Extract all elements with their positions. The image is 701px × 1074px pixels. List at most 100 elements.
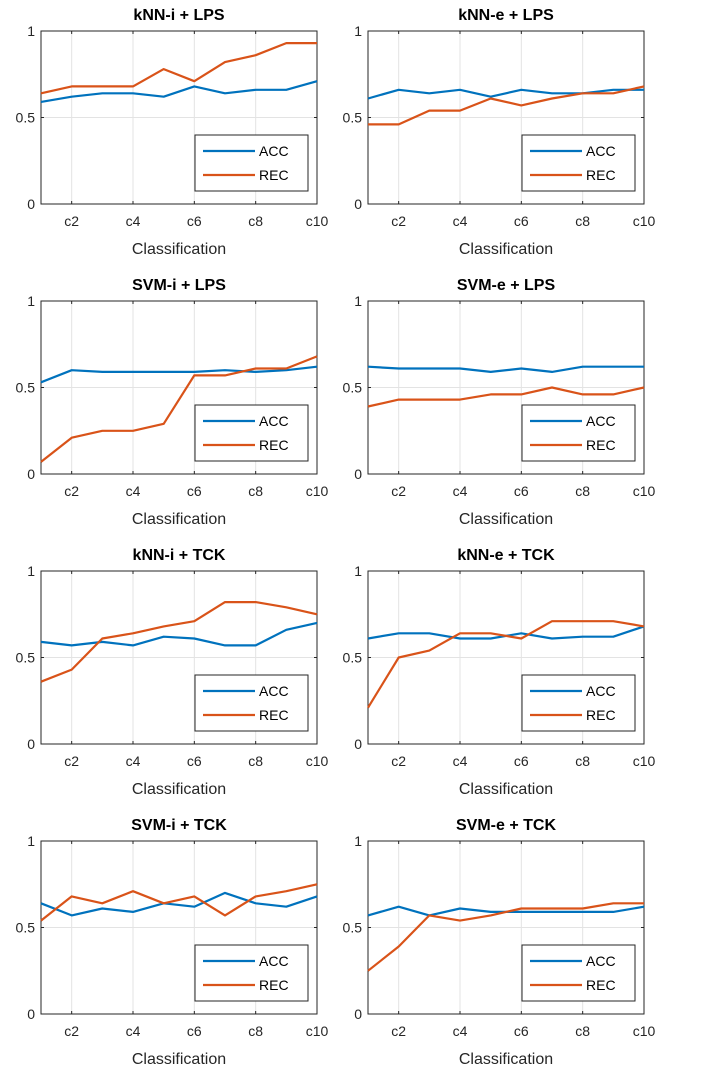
chart-title: kNN-i + LPS: [133, 7, 224, 24]
x-tick-label: c6: [514, 753, 529, 769]
x-tick-label: c6: [514, 213, 529, 229]
legend-label: REC: [259, 707, 289, 723]
series-line-rec: [40, 883, 318, 922]
y-tick-label: 0: [354, 196, 362, 212]
legend-label: ACC: [259, 413, 289, 429]
legend-box: [194, 674, 309, 732]
legend-label: REC: [259, 167, 289, 183]
x-tick-label: c2: [391, 483, 406, 499]
x-tick-label: c10: [633, 753, 656, 769]
y-tick-label: 0.5: [16, 650, 36, 666]
x-tick-label: c10: [306, 483, 329, 499]
legend-label: REC: [259, 437, 289, 453]
chart-panel: c2 c4 c6 c8 c10 0 0.5 1 kNN-i + TCK Classificatio…: [16, 547, 329, 798]
chart-panel: c2 c4 c6 c8 c10 0 0.5 1 kNN-e + TCK Classificatio…: [343, 547, 656, 798]
x-tick-label: c2: [64, 483, 79, 499]
series-line-rec: [368, 85, 645, 126]
x-tick-label: c8: [248, 213, 263, 229]
y-tick-label: 0.5: [343, 650, 363, 666]
series-line-acc: [40, 365, 318, 384]
chart-title: SVM-i + TCK: [131, 817, 227, 834]
x-tick-label: c4: [126, 1023, 141, 1039]
x-tick-label: c6: [187, 1023, 202, 1039]
chart-panel: c2 c4 c6 c8 c10 0 0.5 1 SVM-e + TCK Classificatio…: [343, 817, 656, 1068]
y-tick-label: 1: [27, 293, 35, 309]
legend-label: REC: [586, 707, 616, 723]
legend-box: [194, 134, 309, 192]
legend: ACC REC: [521, 404, 636, 462]
legend: ACC REC: [194, 404, 309, 462]
x-tick-label: c8: [575, 483, 590, 499]
x-tick-label: c10: [633, 483, 656, 499]
legend: ACC REC: [521, 674, 636, 732]
x-tick-label: c4: [453, 483, 468, 499]
y-tick-label: 0.5: [16, 920, 36, 936]
chart-panel: c2 c4 c6 c8 c10 0 0.5 1 SVM-i + LPS Classificatio…: [16, 277, 329, 528]
x-tick-label: c4: [126, 483, 141, 499]
legend: ACC REC: [521, 944, 636, 1002]
y-tick-label: 1: [354, 833, 362, 849]
x-tick-label: c2: [391, 753, 406, 769]
chart-panel: c2 c4 c6 c8 c10 0 0.5 1 SVM-e + LPS Classificatio…: [343, 277, 656, 528]
legend-label: ACC: [586, 953, 616, 969]
x-tick-label: c2: [64, 1023, 79, 1039]
x-tick-label: c6: [514, 483, 529, 499]
y-tick-label: 1: [354, 23, 362, 39]
x-tick-label: c6: [187, 213, 202, 229]
legend-box: [521, 944, 636, 1002]
x-tick-label: c8: [248, 483, 263, 499]
series-line-acc: [40, 80, 318, 103]
chart-panel: c2 c4 c6 c8 c10 0 0.5 1 kNN-e + LPS Classificatio…: [343, 7, 656, 258]
series-line-rec: [367, 620, 645, 709]
series-line-rec: [40, 355, 318, 463]
x-tick-label: c6: [187, 483, 202, 499]
legend-label: ACC: [259, 683, 289, 699]
y-tick-label: 0: [27, 466, 35, 482]
legend-label: ACC: [586, 143, 616, 159]
x-tick-label: c6: [187, 753, 202, 769]
chart-panel: c2 c4 c6 c8 c10 0 0.5 1 kNN-i + LPS Classificatio…: [16, 7, 329, 258]
y-tick-label: 1: [27, 23, 35, 39]
y-tick-label: 0: [354, 736, 362, 752]
y-tick-label: 0: [354, 1006, 362, 1022]
y-tick-label: 1: [354, 293, 362, 309]
chart-title: SVM-e + LPS: [457, 277, 556, 294]
x-axis-label: Classification: [132, 511, 226, 528]
x-tick-label: c2: [64, 753, 79, 769]
chart-panel: c2 c4 c6 c8 c10 0 0.5 1 SVM-i + TCK Classificatio…: [16, 817, 329, 1068]
y-tick-label: 1: [27, 563, 35, 579]
x-axis-label: Classification: [459, 511, 553, 528]
legend-label: ACC: [259, 953, 289, 969]
x-tick-label: c4: [453, 753, 468, 769]
x-axis-label: Classification: [132, 241, 226, 258]
x-axis-label: Classification: [459, 241, 553, 258]
x-tick-label: c4: [453, 213, 468, 229]
y-tick-label: 0.5: [16, 380, 36, 396]
y-tick-label: 0: [27, 1006, 35, 1022]
x-axis-label: Classification: [132, 1051, 226, 1068]
series-line-rec: [367, 902, 644, 972]
x-tick-label: c6: [514, 1023, 529, 1039]
series-line-rec: [367, 386, 645, 408]
series-line-acc: [40, 891, 318, 917]
legend-label: ACC: [259, 143, 289, 159]
x-tick-label: c10: [633, 213, 656, 229]
series-line-acc: [367, 365, 644, 373]
legend-label: ACC: [586, 683, 616, 699]
chart-title: kNN-e + LPS: [458, 7, 554, 24]
y-tick-label: 0: [27, 196, 35, 212]
legend-box: [521, 404, 636, 462]
y-tick-label: 1: [354, 563, 362, 579]
chart-title: kNN-e + TCK: [457, 547, 555, 564]
legend: ACC REC: [194, 674, 309, 732]
legend-label: REC: [586, 167, 616, 183]
chart-title: SVM-e + TCK: [456, 817, 556, 834]
legend-label: ACC: [586, 413, 616, 429]
x-tick-label: c8: [575, 1023, 590, 1039]
legend: ACC REC: [194, 944, 309, 1002]
x-axis-label: Classification: [459, 781, 553, 798]
x-tick-label: c2: [64, 213, 79, 229]
y-tick-label: 0: [27, 736, 35, 752]
x-tick-label: c8: [575, 213, 590, 229]
